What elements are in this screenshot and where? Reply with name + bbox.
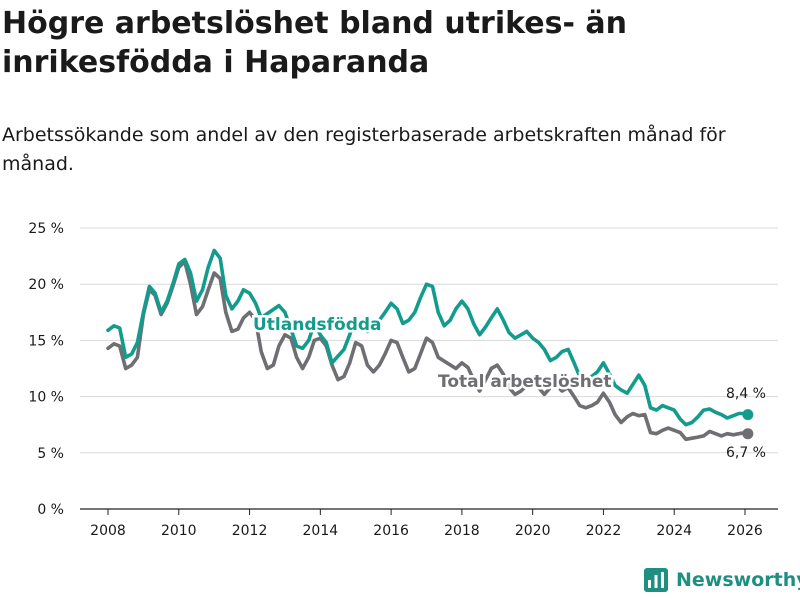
bar-chart-icon (644, 568, 668, 592)
x-tick-label: 2018 (444, 523, 480, 539)
end-point-total (742, 428, 754, 440)
y-tick-label: 25 % (28, 221, 64, 237)
y-tick-label: 0 % (37, 502, 64, 518)
x-tick-label: 2008 (90, 523, 126, 539)
label-utlandsfodda: Utlandsfödda (253, 315, 382, 335)
label-total: Total arbetslöshet (438, 372, 612, 392)
series-line-total (106, 259, 750, 442)
x-tick-label: 2010 (161, 523, 197, 539)
x-axis-ticks: 2008 2010 2012 2014 2016 2018 2020 2022 2024 2026 (90, 509, 763, 539)
x-tick-label: 2014 (303, 523, 339, 539)
series-line-utlandsfodda (106, 248, 750, 427)
y-tick-label: 5 % (37, 446, 64, 462)
end-value-total: 6,7 % (726, 445, 766, 461)
chart-title: Högre arbetslöshet bland utrikes- än inr… (2, 6, 627, 80)
chart-subtitle: Arbetssökande som andel av den registerb… (2, 124, 726, 175)
gridlines (80, 227, 778, 510)
x-tick-label: 2022 (586, 523, 622, 539)
series-lines (106, 248, 754, 442)
newsworthy-logo[interactable]: Newsworthy (644, 568, 800, 592)
x-tick-label: 2016 (373, 523, 409, 539)
x-tick-label: 2012 (232, 523, 268, 539)
x-tick-label: 2024 (656, 523, 692, 539)
end-value-utlandsfodda: 8,4 % (726, 386, 766, 402)
y-tick-label: 10 % (28, 390, 64, 406)
series-labels: Utlandsfödda Total arbetslöshet 8,4 % 6,7 % (251, 313, 767, 462)
x-tick-label: 2026 (727, 523, 763, 539)
end-point-utlandsfodda (742, 409, 754, 421)
brand-name: Newsworthy (676, 569, 800, 591)
x-tick-label: 2020 (515, 523, 551, 539)
y-tick-label: 20 % (28, 277, 64, 293)
y-axis-tick-labels: 0 % 5 % 10 % 15 % 20 % 25 % (28, 221, 64, 518)
y-tick-label: 15 % (28, 333, 64, 349)
